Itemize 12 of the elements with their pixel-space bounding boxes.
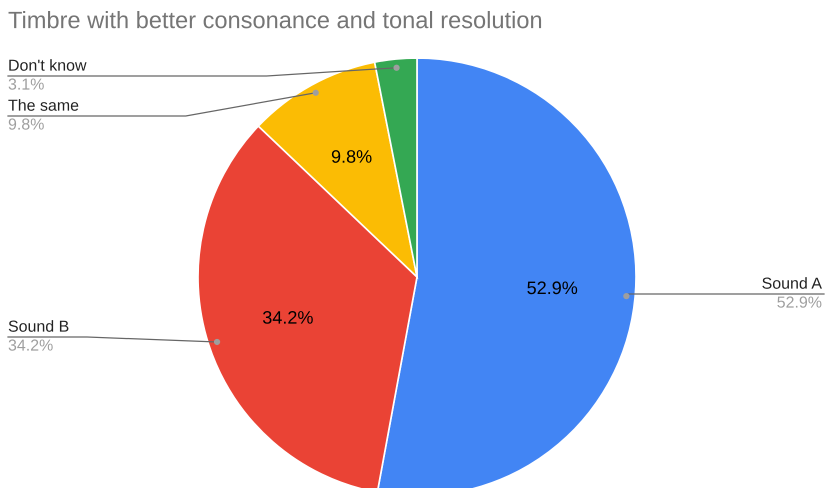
slice-label: Don't know [9, 59, 87, 71]
data-label: 34.2% [262, 311, 313, 324]
text: 9.8% [8, 118, 44, 130]
chart-title: Timbre with better consonance and tonal resolution [8, 10, 542, 28]
text: 52.9% [777, 296, 822, 308]
data-label: 52.9% [527, 281, 578, 294]
text: 3.1% [8, 78, 44, 90]
slice-label: Sound B [8, 320, 68, 332]
text: 34.2% [8, 339, 53, 351]
slice-label: Sound A [762, 277, 822, 289]
slice-label: The same [8, 99, 78, 111]
data-label: 9.8% [332, 150, 372, 163]
